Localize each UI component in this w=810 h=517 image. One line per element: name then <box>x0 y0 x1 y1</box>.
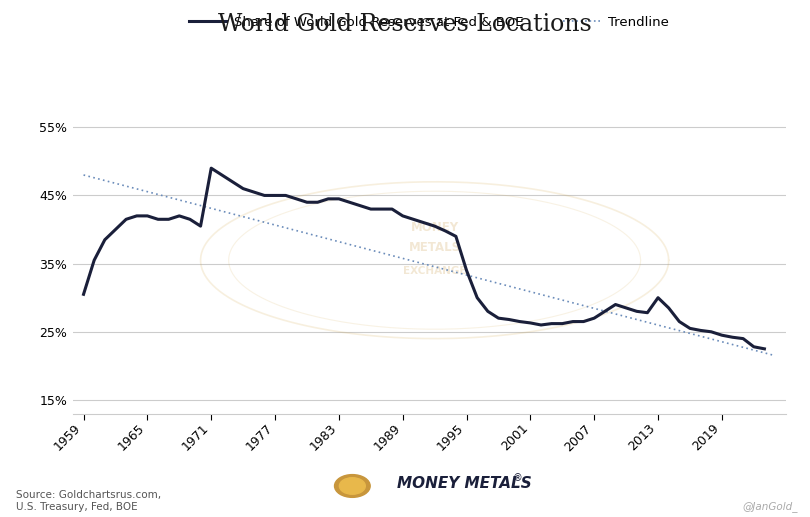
Text: @JanGold_: @JanGold_ <box>742 501 798 512</box>
Text: Source: Goldchartsrus.com,
U.S. Treasury, Fed, BOE: Source: Goldchartsrus.com, U.S. Treasury… <box>16 490 161 512</box>
Text: ®: ® <box>513 473 522 483</box>
Text: World Gold Reserves Locations: World Gold Reserves Locations <box>218 13 592 36</box>
Text: MONEY: MONEY <box>411 221 458 234</box>
Text: MONEY METALS: MONEY METALS <box>397 476 531 491</box>
Legend: Share of World Gold Reserves at Fed & BOE, Trendline: Share of World Gold Reserves at Fed & BO… <box>184 11 675 34</box>
Text: EXCHANGE: EXCHANGE <box>403 266 467 276</box>
Text: METALS: METALS <box>408 241 461 254</box>
